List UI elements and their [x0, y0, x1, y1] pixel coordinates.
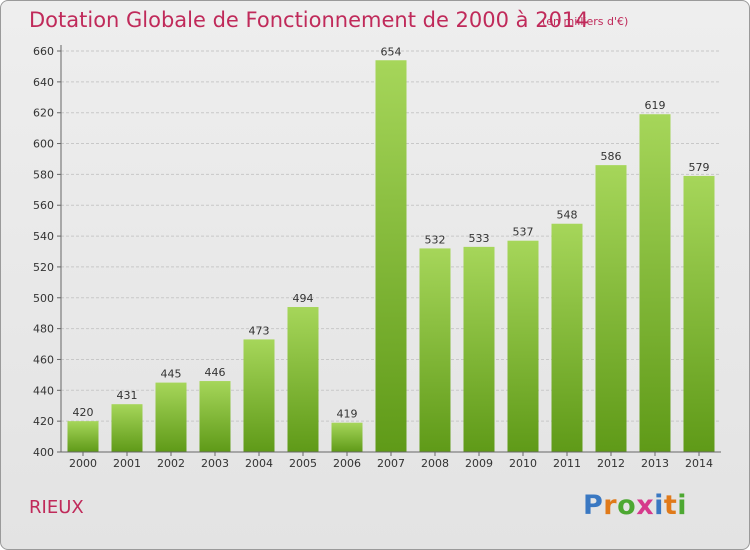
x-tick-label: 2013 [641, 457, 669, 470]
bar-value-label: 473 [249, 324, 270, 337]
x-tick-label: 2011 [553, 457, 581, 470]
y-tick-label: 480 [33, 323, 54, 336]
x-tick-label: 2009 [465, 457, 493, 470]
y-tick-label: 400 [33, 446, 54, 459]
logo-letter: x [636, 490, 655, 521]
bar [375, 60, 407, 452]
bar [155, 382, 187, 452]
y-tick-label: 620 [33, 107, 54, 120]
logo-letter: o [617, 490, 637, 521]
logo-letter: P [583, 490, 604, 521]
x-tick-label: 2000 [69, 457, 97, 470]
x-tick-label: 2006 [333, 457, 361, 470]
x-tick-label: 2002 [157, 457, 185, 470]
x-tick-label: 2012 [597, 457, 625, 470]
bar-value-label: 446 [205, 366, 226, 379]
x-tick-label: 2004 [245, 457, 273, 470]
x-tick-label: 2001 [113, 457, 141, 470]
logo-letter: i [677, 490, 688, 521]
bar [331, 422, 363, 452]
y-tick-label: 500 [33, 292, 54, 305]
bar [419, 248, 451, 452]
bar-value-label: 532 [425, 233, 446, 246]
y-tick-label: 560 [33, 199, 54, 212]
bar-value-label: 654 [381, 45, 402, 58]
y-tick-label: 540 [33, 230, 54, 243]
x-tick-label: 2008 [421, 457, 449, 470]
bar-value-label: 579 [689, 161, 710, 174]
bar-value-label: 619 [645, 99, 666, 112]
bar-value-label: 548 [557, 209, 578, 222]
y-tick-label: 640 [33, 76, 54, 89]
bar-value-label: 533 [469, 232, 490, 245]
x-tick-label: 2005 [289, 457, 317, 470]
logo-letter: r [603, 490, 618, 521]
x-tick-label: 2010 [509, 457, 537, 470]
city-name: RIEUX [29, 497, 84, 518]
x-tick-label: 2014 [685, 457, 713, 470]
logo-letter: i [654, 490, 664, 521]
bar [463, 246, 495, 452]
bar-value-label: 586 [601, 150, 622, 163]
bar [507, 240, 539, 452]
bar [683, 175, 715, 452]
bar [287, 307, 319, 452]
bar [639, 114, 671, 452]
bar-value-label: 431 [117, 389, 138, 402]
x-tick-label: 2007 [377, 457, 405, 470]
chart-title: Dotation Globale de Fonctionnement de 20… [29, 8, 589, 32]
logo-letter: t [663, 490, 678, 521]
bar [595, 165, 627, 452]
y-tick-label: 580 [33, 168, 54, 181]
bar-value-label: 445 [161, 368, 182, 381]
bar-value-label: 537 [513, 226, 534, 239]
y-tick-label: 520 [33, 261, 54, 274]
y-tick-label: 420 [33, 415, 54, 428]
bar [111, 404, 143, 452]
bar-value-label: 494 [293, 292, 314, 305]
proxiti-logo[interactable]: Proxiti [583, 490, 687, 521]
chart-unit-note: (en milliers d'€) [542, 15, 629, 28]
bar-value-label: 419 [337, 408, 358, 421]
x-tick-label: 2003 [201, 457, 229, 470]
y-tick-label: 460 [33, 353, 54, 366]
bar [243, 339, 275, 452]
bar-value-label: 420 [73, 406, 94, 419]
bar [551, 223, 583, 452]
y-tick-label: 440 [33, 384, 54, 397]
y-tick-label: 660 [33, 45, 54, 58]
bar [67, 421, 99, 452]
bar [199, 381, 231, 452]
y-tick-label: 600 [33, 138, 54, 151]
